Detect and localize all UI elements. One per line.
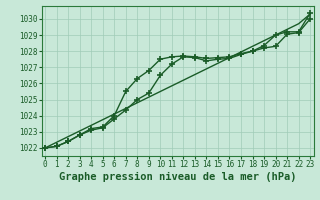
X-axis label: Graphe pression niveau de la mer (hPa): Graphe pression niveau de la mer (hPa) xyxy=(59,172,296,182)
